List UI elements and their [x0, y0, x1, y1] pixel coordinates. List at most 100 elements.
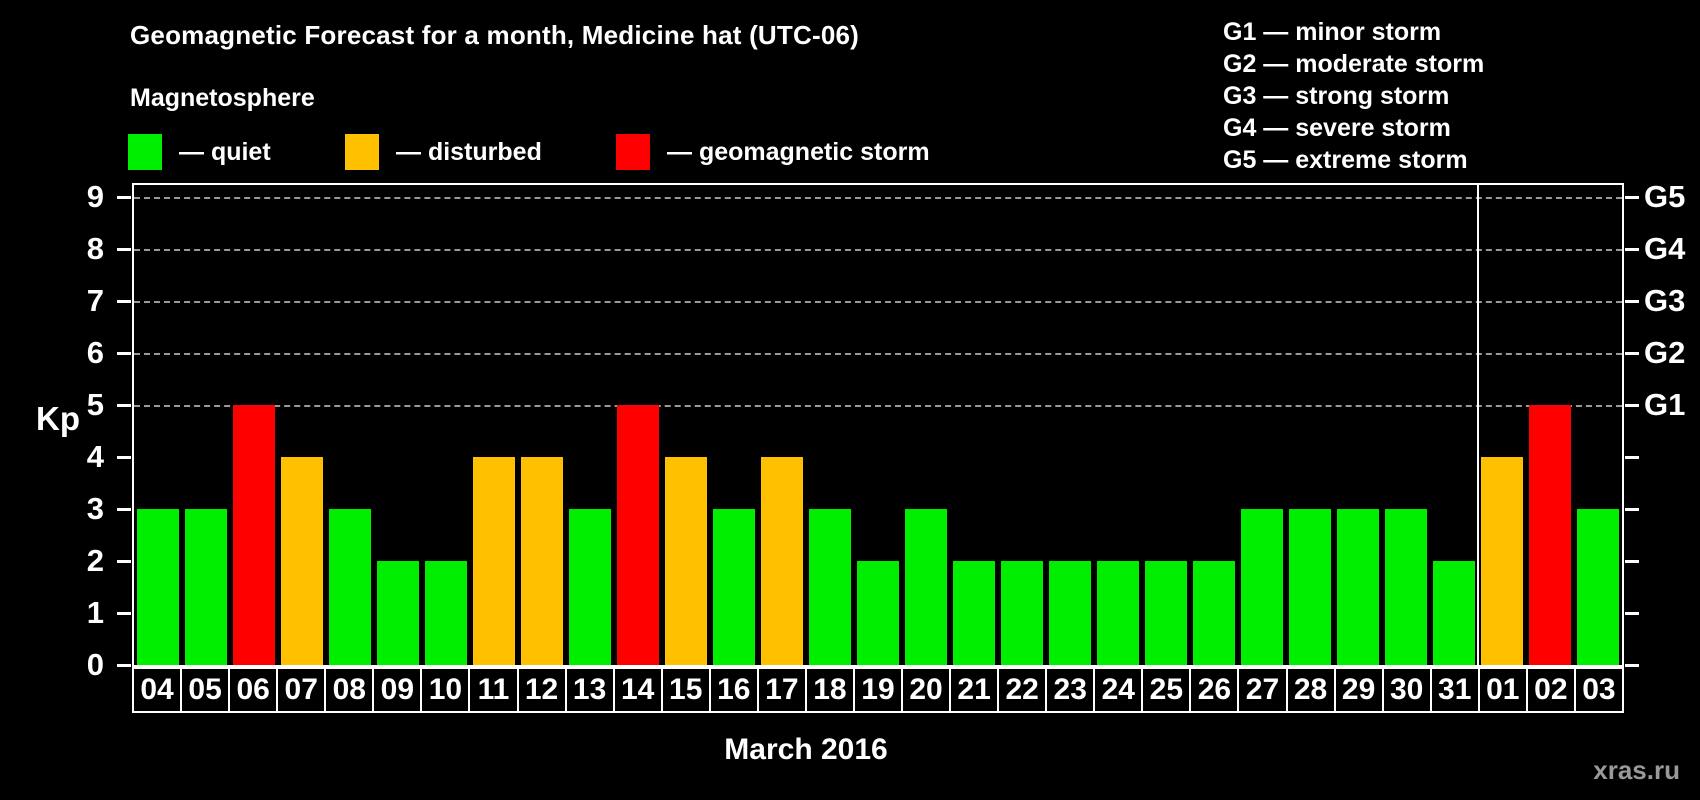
y-tick-left-5 [117, 404, 131, 407]
kp-bar-18 [809, 509, 851, 665]
day-label-cell-21: 21 [949, 667, 1000, 713]
kp-bar-26 [1193, 561, 1235, 665]
storm-scale-legend: G1 — minor storm G2 — moderate storm G3 — … [1223, 16, 1484, 176]
legend-label-disturbed: — disturbed [396, 138, 542, 166]
y-tick-right-7 [1625, 300, 1639, 303]
y-tick-left-3 [117, 508, 131, 511]
kp-bar-20 [905, 509, 947, 665]
storm-scale-item-2: G2 — moderate storm [1223, 50, 1485, 78]
y-tick-right-4 [1625, 456, 1639, 459]
legend-label-storm: — geomagnetic storm [667, 138, 930, 166]
kp-bar-16 [713, 509, 755, 665]
kp-bar-06 [233, 405, 275, 665]
storm-scale-item-1: G1 — minor storm [1223, 18, 1442, 46]
y-tick-left-7 [117, 300, 131, 303]
magnetosphere-label: Magnetosphere [130, 84, 315, 112]
y-tick-right-1 [1625, 612, 1639, 615]
y-tick-label-4: 4 [86, 439, 104, 474]
day-label-cell-26: 26 [1189, 667, 1240, 713]
day-label-cell-19: 19 [852, 667, 903, 713]
gridline-kp-7 [134, 301, 1622, 303]
kp-bar-02 [1529, 405, 1571, 665]
right-axis-label-G5: G5 [1644, 179, 1686, 214]
kp-bar-15 [665, 457, 707, 665]
month-separator [1477, 185, 1479, 665]
storm-scale-item-4: G4 — severe storm [1223, 114, 1451, 142]
legend-item-storm: — geomagnetic storm [616, 133, 930, 171]
legend-swatch-storm [616, 134, 650, 170]
day-label-cell-09: 09 [372, 667, 423, 713]
chart-title: Geomagnetic Forecast for a month, Medici… [130, 20, 859, 50]
kp-bar-28 [1289, 509, 1331, 665]
y-tick-right-3 [1625, 508, 1639, 511]
y-tick-left-8 [117, 248, 131, 251]
kp-bar-19 [857, 561, 899, 665]
day-label-cell-15: 15 [660, 667, 711, 713]
y-tick-label-0: 0 [86, 647, 104, 682]
right-axis-label-G4: G4 [1644, 231, 1686, 266]
day-label-cell-02: 02 [1525, 667, 1576, 713]
day-label-cell-11: 11 [468, 667, 519, 713]
watermark: xras.ru [1593, 755, 1680, 785]
kp-bar-01 [1481, 457, 1523, 665]
day-label-cell-01: 01 [1477, 667, 1528, 713]
y-tick-label-7: 7 [86, 283, 104, 318]
gridline-kp-8 [134, 249, 1622, 251]
day-label-cell-18: 18 [804, 667, 855, 713]
kp-bar-22 [1001, 561, 1043, 665]
kp-bar-31 [1433, 561, 1475, 665]
kp-bar-10 [425, 561, 467, 665]
right-axis-label-G1: G1 [1644, 387, 1686, 422]
y-axis-title: Kp [36, 400, 80, 437]
day-label-cell-22: 22 [997, 667, 1048, 713]
day-label-cell-05: 05 [180, 667, 231, 713]
day-label-cell-17: 17 [756, 667, 807, 713]
kp-bar-03 [1577, 509, 1619, 665]
kp-bar-30 [1385, 509, 1427, 665]
kp-bar-23 [1049, 561, 1091, 665]
kp-bar-27 [1241, 509, 1283, 665]
kp-bar-08 [329, 509, 371, 665]
y-tick-left-6 [117, 352, 131, 355]
legend-swatch-quiet [128, 134, 162, 170]
y-tick-right-2 [1625, 560, 1639, 563]
legend-item-disturbed: — disturbed [345, 133, 542, 171]
right-axis-label-G2: G2 [1644, 335, 1686, 370]
y-tick-left-0 [117, 664, 131, 667]
day-label-cell-14: 14 [612, 667, 663, 713]
y-tick-left-9 [117, 196, 131, 199]
right-axis-label-G3: G3 [1644, 283, 1686, 318]
day-label-cell-10: 10 [420, 667, 471, 713]
kp-bar-24 [1097, 561, 1139, 665]
kp-bar-21 [953, 561, 995, 665]
day-label-cell-06: 06 [228, 667, 279, 713]
y-tick-left-1 [117, 612, 131, 615]
x-axis-day-labels: 04 05 06 07 08 09 10 11 12 13 14 15 16 17 18 19 20 21 22 23… [132, 667, 1624, 713]
y-tick-right-8 [1625, 248, 1639, 251]
y-tick-label-9: 9 [86, 179, 104, 214]
y-tick-label-5: 5 [86, 387, 104, 422]
plot-area [117, 183, 1639, 667]
day-label-cell-23: 23 [1045, 667, 1096, 713]
kp-bar-12 [521, 457, 563, 665]
magnetosphere-legend: — quiet — disturbed — geomagnetic storm [0, 133, 1700, 171]
y-tick-right-6 [1625, 352, 1639, 355]
kp-bar-25 [1145, 561, 1187, 665]
day-label-cell-31: 31 [1429, 667, 1480, 713]
storm-scale-item-5: G5 — extreme storm [1223, 146, 1468, 174]
kp-bar-29 [1337, 509, 1379, 665]
legend-swatch-disturbed [345, 134, 379, 170]
y-tick-label-2: 2 [86, 543, 104, 578]
right-axis-labels: G1 G2 G3 G4 G5 [1644, 179, 1700, 665]
day-label-cell-12: 12 [516, 667, 567, 713]
day-label-cell-28: 28 [1285, 667, 1336, 713]
day-label-cell-27: 27 [1237, 667, 1288, 713]
day-label-cell-03: 03 [1573, 667, 1624, 713]
y-tick-left-4 [117, 456, 131, 459]
y-tick-label-6: 6 [86, 335, 104, 370]
day-label-cell-30: 30 [1381, 667, 1432, 713]
kp-bar-17 [761, 457, 803, 665]
day-label-cell-20: 20 [901, 667, 952, 713]
y-tick-left-2 [117, 560, 131, 563]
day-label-cell-07: 07 [276, 667, 327, 713]
